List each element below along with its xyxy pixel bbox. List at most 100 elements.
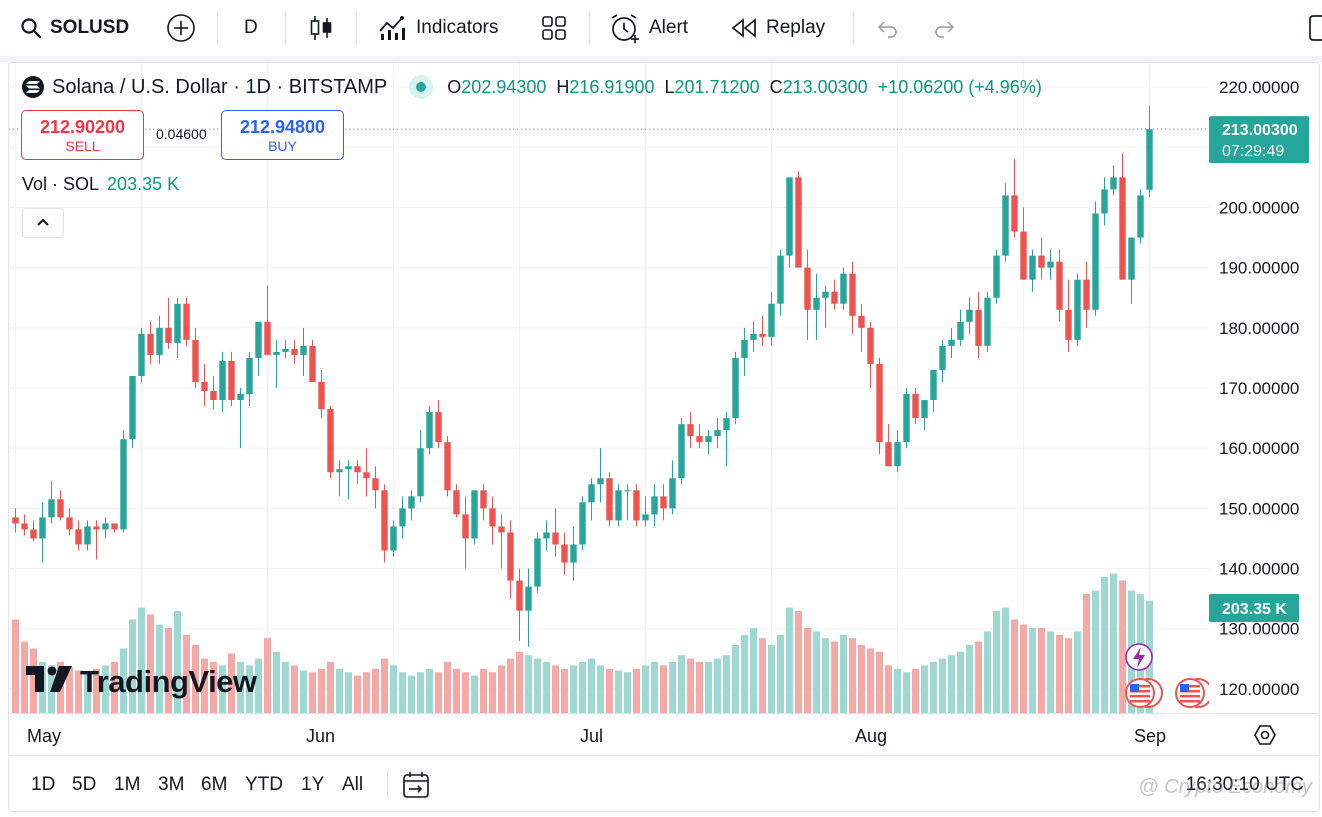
candle-body xyxy=(831,291,838,304)
range-1y[interactable]: 1Y xyxy=(301,774,325,795)
candle-body xyxy=(633,490,640,521)
range-ytd[interactable]: YTD xyxy=(245,774,283,795)
range-6m[interactable]: 6M xyxy=(201,774,228,795)
toolbar-divider xyxy=(0,56,1322,62)
volume-bar xyxy=(1083,594,1090,713)
candle-body xyxy=(894,442,901,467)
volume-bar xyxy=(849,638,856,713)
volume-bar xyxy=(12,619,19,713)
range-1m[interactable]: 1M xyxy=(114,774,141,795)
candle-body xyxy=(543,532,550,539)
collapse-legend-button[interactable] xyxy=(22,208,64,238)
candle-body xyxy=(48,499,55,518)
price-tick-label: 150.00000 xyxy=(1219,499,1299,518)
sell-button[interactable]: 212.90200 SELL xyxy=(21,110,144,160)
candle-body xyxy=(687,424,694,437)
replay-label: Replay xyxy=(766,17,826,38)
redo-button[interactable] xyxy=(932,0,956,56)
candle-body xyxy=(732,357,739,419)
compare-symbol-button[interactable] xyxy=(166,0,196,56)
candle-body xyxy=(741,339,748,358)
candle-body xyxy=(345,466,352,470)
chart-settings-button[interactable] xyxy=(1253,723,1277,752)
volume-bar xyxy=(174,611,181,713)
volume-bar xyxy=(615,670,622,713)
volume-bar xyxy=(246,665,253,713)
tradingview-logo[interactable]: TradingView xyxy=(26,664,257,700)
indicators-button[interactable]: Indicators xyxy=(378,0,498,56)
candle-body xyxy=(12,517,19,524)
volume-bar xyxy=(201,658,208,713)
range-1d[interactable]: 1D xyxy=(31,774,56,795)
volume-bar xyxy=(831,641,838,713)
candle-body xyxy=(705,436,712,443)
price-chart[interactable] xyxy=(9,63,1209,713)
range-3m[interactable]: 3M xyxy=(158,774,185,795)
volume-bar xyxy=(516,651,523,713)
sell-price: 212.90200 xyxy=(39,116,126,137)
volume-bar xyxy=(858,645,865,713)
volume-bar xyxy=(66,667,73,713)
volume-bar xyxy=(1029,628,1036,713)
range-5d[interactable]: 5D xyxy=(72,774,97,795)
volume-bar xyxy=(327,662,334,713)
chart-type-button[interactable] xyxy=(309,0,333,56)
search-icon xyxy=(20,17,42,39)
replay-button[interactable]: Replay xyxy=(730,0,825,56)
volume-bar xyxy=(570,665,577,713)
volume-bar xyxy=(624,672,631,713)
volume-bar xyxy=(1056,634,1063,713)
current-price-label: 213.00300 xyxy=(1222,122,1298,139)
volume-bar xyxy=(840,634,847,713)
candle-body xyxy=(84,526,91,545)
volume-bar xyxy=(210,662,217,713)
volume-bar xyxy=(237,662,244,713)
candle-body xyxy=(678,424,685,479)
time-label-jun: Jun xyxy=(306,726,336,746)
top-toolbar: SOLUSD D Indicators Alert Re xyxy=(0,0,1322,56)
volume-bar xyxy=(183,634,190,713)
volume-bar xyxy=(750,628,757,713)
volume-bar xyxy=(255,658,262,713)
volume-bar xyxy=(426,668,433,713)
volume-bar xyxy=(111,662,118,713)
goto-date-button[interactable] xyxy=(401,770,431,805)
market-status-icon[interactable] xyxy=(409,75,434,99)
undo-button[interactable] xyxy=(876,0,900,56)
candle-body xyxy=(318,381,325,410)
candle-body xyxy=(1074,279,1081,340)
volume-bar xyxy=(984,631,991,713)
candle-body xyxy=(561,544,568,563)
fullscreen-button[interactable] xyxy=(1308,0,1322,56)
alarm-clock-icon xyxy=(609,13,641,43)
time-axis[interactable]: May Jun Jul Aug Sep xyxy=(9,713,1320,755)
candle-body xyxy=(102,523,109,530)
time-label-may: May xyxy=(27,726,62,746)
volume-bar xyxy=(579,662,586,713)
alert-button[interactable]: Alert xyxy=(609,0,688,56)
candle-body xyxy=(183,303,190,340)
volume-bar xyxy=(336,668,343,713)
buy-button[interactable]: 212.94800 BUY xyxy=(221,110,344,160)
volume-bar xyxy=(498,665,505,713)
volume-bar xyxy=(129,619,136,713)
symbol-search-button[interactable]: SOLUSD xyxy=(20,0,129,56)
high-value: 216.91900 xyxy=(569,76,655,97)
candle-body xyxy=(930,369,937,401)
volume-bar xyxy=(453,668,460,713)
symbol-title[interactable]: Solana / U.S. Dollar · 1D · BITSTAMP xyxy=(52,75,388,98)
volume-bar xyxy=(1110,573,1117,713)
interval-button[interactable]: D xyxy=(244,0,258,56)
volume-bar xyxy=(30,648,37,713)
price-axis[interactable]: 220.00000210.00000200.00000190.00000180.… xyxy=(1209,63,1322,713)
buy-price: 212.94800 xyxy=(239,116,326,137)
utc-clock[interactable]: 16:30:10 UTC xyxy=(1185,774,1304,795)
range-all[interactable]: All xyxy=(342,774,364,795)
candle-body xyxy=(273,351,280,355)
volume-legend[interactable]: Vol · SOL 203.35 K xyxy=(22,174,179,195)
volume-bar xyxy=(678,655,685,713)
volume-bar xyxy=(669,662,676,713)
layouts-button[interactable] xyxy=(541,0,567,56)
volume-bar xyxy=(84,672,91,713)
us-economic-event-icon xyxy=(1175,678,1209,708)
